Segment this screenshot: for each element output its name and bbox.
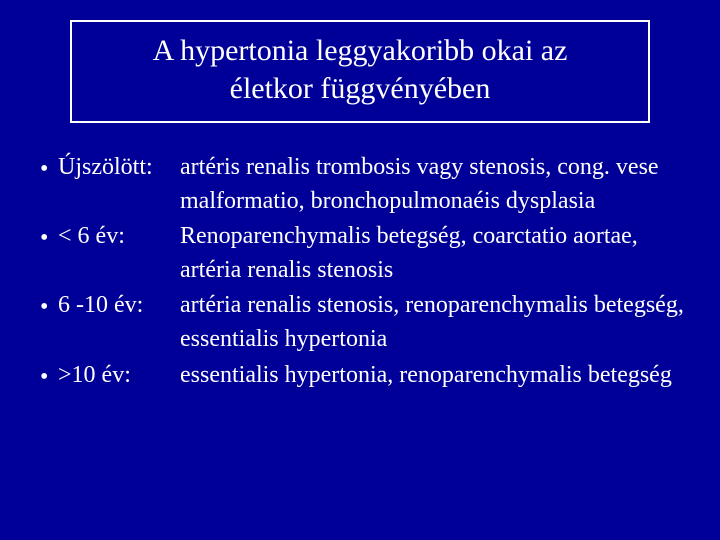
bullet-label: >10 év:: [58, 359, 180, 393]
bullet-row: •Újszölött:artéris renalis trombosis vag…: [40, 151, 690, 218]
bullet-label: < 6 év:: [58, 220, 180, 254]
bullet-dot-icon: •: [40, 151, 58, 187]
slide: A hypertonia leggyakoribb okai az életko…: [0, 0, 720, 540]
bullet-label: 6 -10 év:: [58, 289, 180, 323]
bullet-description: artéria renalis stenosis, renoparenchyma…: [180, 289, 690, 356]
title-box: A hypertonia leggyakoribb okai az életko…: [70, 20, 650, 123]
bullet-row: •>10 év:essentialis hypertonia, renopare…: [40, 359, 690, 395]
bullet-description: Renoparenchymalis betegség, coarctatio a…: [180, 220, 690, 287]
title-line-2: életkor függvényében: [90, 70, 630, 108]
bullet-list: •Újszölött:artéris renalis trombosis vag…: [30, 151, 690, 394]
bullet-description: artéris renalis trombosis vagy stenosis,…: [180, 151, 690, 218]
bullet-dot-icon: •: [40, 359, 58, 395]
bullet-dot-icon: •: [40, 289, 58, 325]
bullet-row: •< 6 év:Renoparenchymalis betegség, coar…: [40, 220, 690, 287]
bullet-label: Újszölött:: [58, 151, 180, 185]
bullet-row: •6 -10 év:artéria renalis stenosis, reno…: [40, 289, 690, 356]
bullet-dot-icon: •: [40, 220, 58, 256]
title-line-1: A hypertonia leggyakoribb okai az: [90, 32, 630, 70]
bullet-description: essentialis hypertonia, renoparenchymali…: [180, 359, 690, 393]
